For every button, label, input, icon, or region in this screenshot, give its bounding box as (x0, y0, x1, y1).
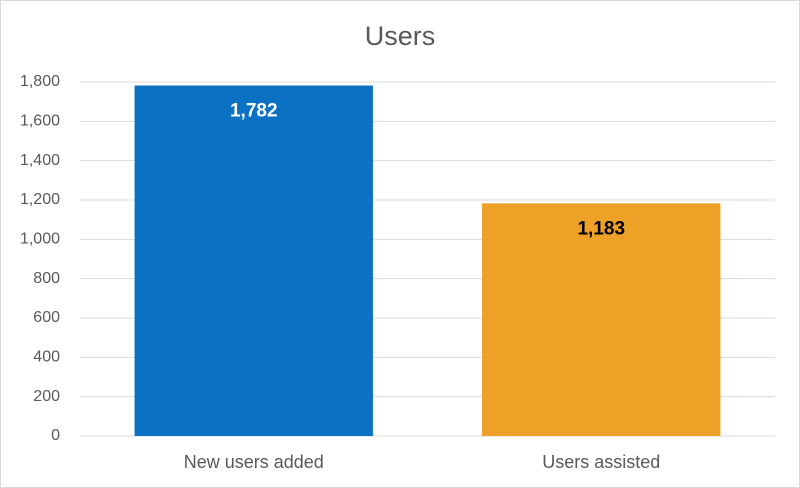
y-tick-label: 1,600 (20, 113, 60, 130)
y-tick-label: 1,200 (20, 191, 60, 208)
chart-title: Users (365, 21, 436, 51)
y-tick-label: 400 (33, 349, 60, 366)
bar (482, 203, 721, 436)
value-label: 1,183 (577, 218, 625, 239)
y-tick-label: 0 (51, 427, 60, 444)
x-tick-label: Users assisted (542, 452, 660, 472)
y-tick-label: 600 (33, 309, 60, 326)
value-label: 1,782 (230, 101, 278, 122)
y-tick-label: 800 (33, 270, 60, 287)
y-tick-label: 1,000 (20, 231, 60, 248)
y-tick-label: 1,800 (20, 73, 60, 90)
y-tick-label: 200 (33, 388, 60, 405)
bar (134, 85, 373, 436)
y-tick-label: 1,400 (20, 152, 60, 169)
x-tick-label: New users added (184, 452, 324, 472)
